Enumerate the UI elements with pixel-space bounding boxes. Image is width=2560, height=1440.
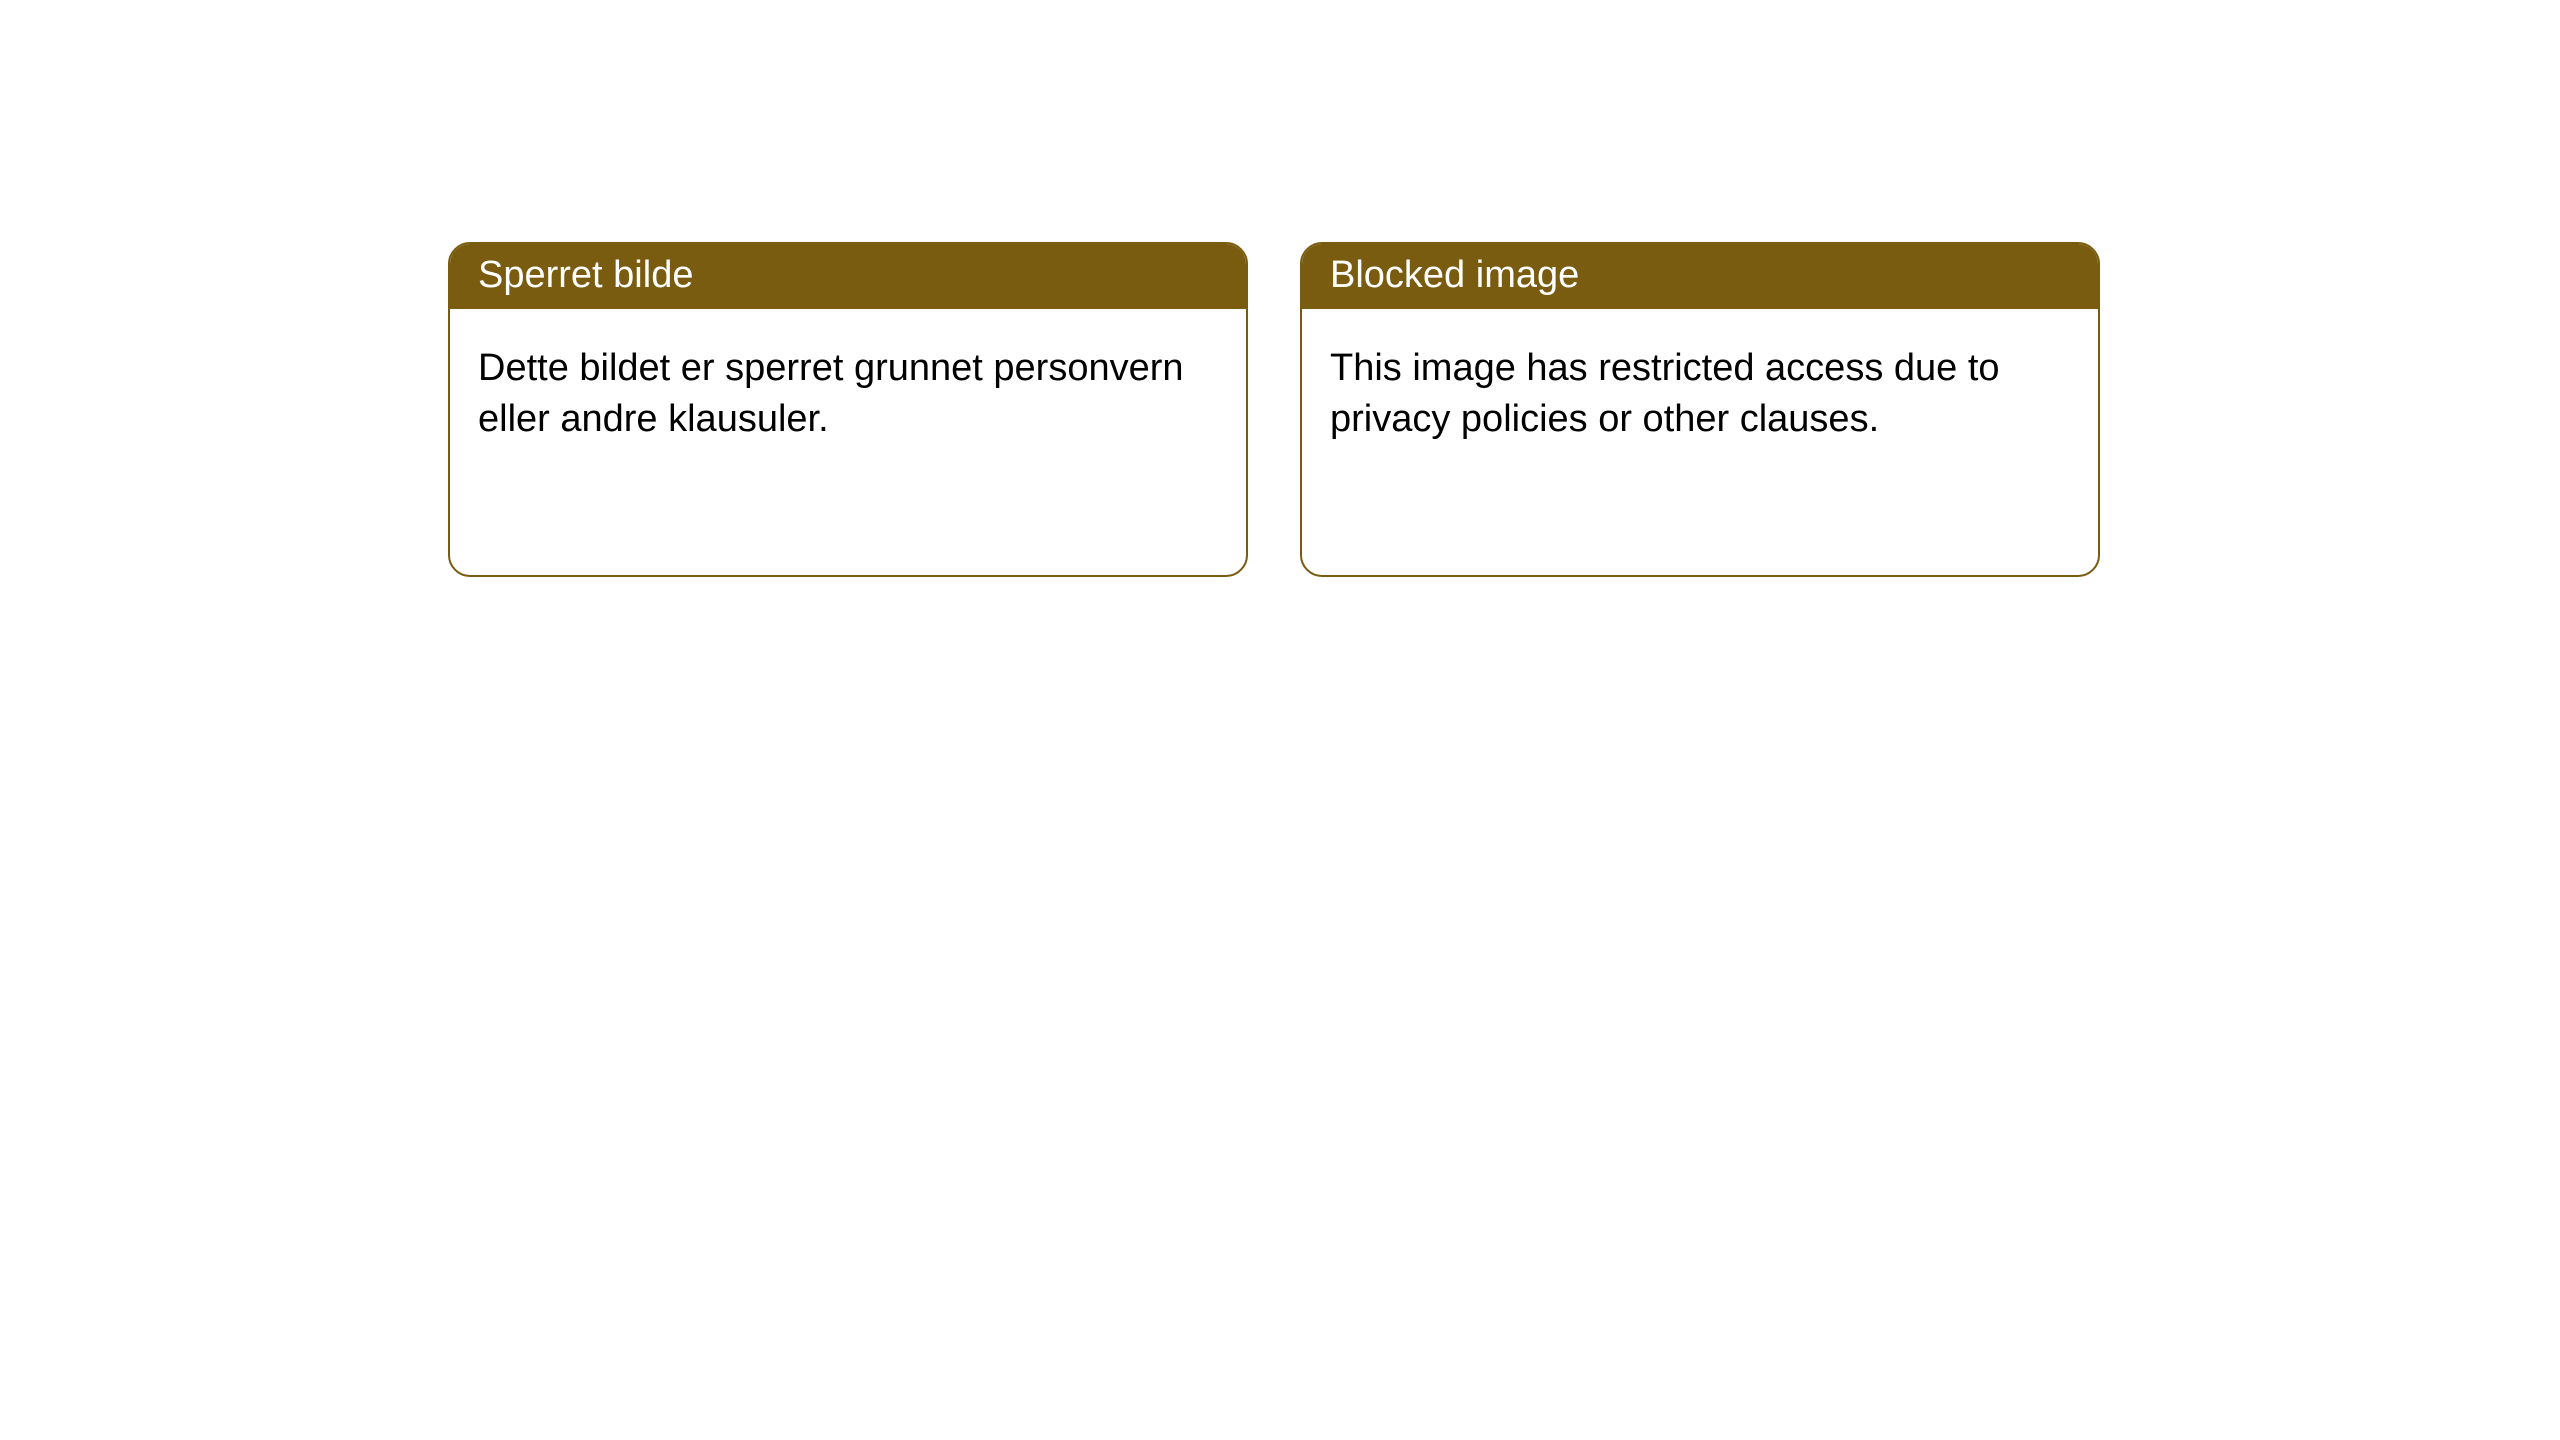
card-title: Sperret bilde [478,254,693,296]
card-title: Blocked image [1330,254,1579,296]
notice-cards-container: Sperret bilde Dette bildet er sperret gr… [0,0,2560,577]
card-body: Dette bildet er sperret grunnet personve… [450,309,1246,480]
card-body: This image has restricted access due to … [1302,309,2098,480]
card-header: Sperret bilde [450,244,1246,309]
card-body-text: Dette bildet er sperret grunnet personve… [478,347,1184,440]
notice-card-norwegian: Sperret bilde Dette bildet er sperret gr… [448,242,1248,577]
card-body-text: This image has restricted access due to … [1330,347,2000,440]
card-header: Blocked image [1302,244,2098,309]
notice-card-english: Blocked image This image has restricted … [1300,242,2100,577]
